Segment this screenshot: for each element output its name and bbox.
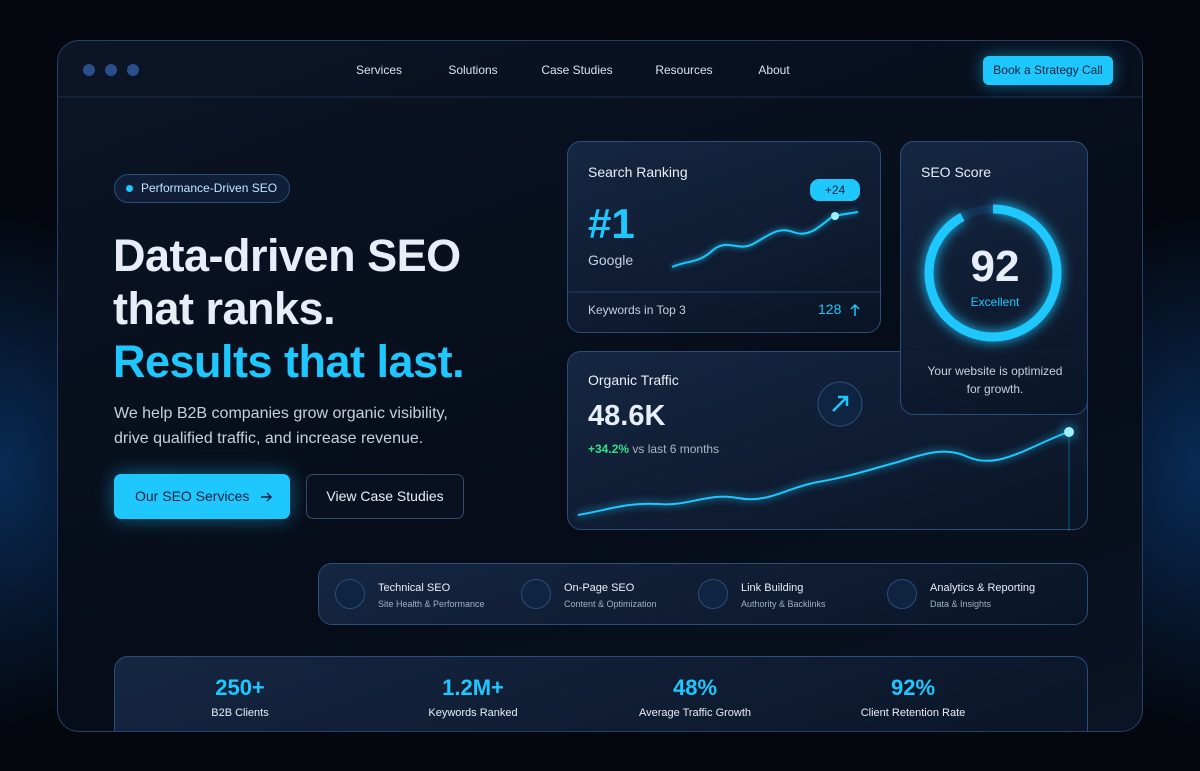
service-name: On-Page SEO bbox=[564, 582, 635, 594]
window-dot bbox=[83, 64, 95, 76]
score-card: SEO Score 92 Excellent Your website is o… bbox=[900, 141, 1088, 415]
title-line: that ranks. bbox=[113, 283, 336, 334]
change-value: +34.2% bbox=[588, 442, 630, 456]
service-name: Technical SEO bbox=[378, 582, 451, 594]
trend-icon bbox=[832, 395, 849, 412]
ranking-sparkline bbox=[568, 211, 882, 316]
stat-label: Client Retention Rate bbox=[860, 707, 966, 719]
stat-value: 1.2M+ bbox=[442, 675, 504, 700]
traffic-sparkline bbox=[577, 381, 1074, 531]
stat-value: 92% bbox=[890, 675, 936, 700]
hero-badge: Performance-Driven SEO bbox=[114, 174, 291, 203]
service-sub: Site Health & Performance bbox=[378, 599, 485, 609]
badge-dot bbox=[126, 185, 133, 192]
badge-text: Performance-Driven SEO bbox=[141, 181, 278, 195]
cta-button[interactable]: Book a Strategy Call bbox=[983, 56, 1113, 85]
nav-link[interactable]: Services bbox=[355, 63, 403, 77]
traffic-line bbox=[577, 431, 1069, 516]
nav-link[interactable]: About bbox=[758, 63, 790, 77]
card-title: Organic Traffic bbox=[588, 372, 679, 388]
card-title: Search Ranking bbox=[588, 164, 688, 180]
service-sub: Data & Insights bbox=[930, 599, 992, 609]
stat: 48% Average Traffic Growth bbox=[570, 675, 820, 719]
hero-title: Data-driven SEO that ranks. Results that… bbox=[113, 229, 465, 388]
window-dot bbox=[127, 64, 139, 76]
button-label: Our SEO Services bbox=[135, 488, 250, 504]
nav-link[interactable]: Case Studies bbox=[541, 63, 613, 77]
footer-label: Keywords in Top 3 bbox=[588, 303, 686, 317]
service-sub: Content & Optimization bbox=[564, 599, 657, 609]
rank-value: #1 bbox=[588, 200, 635, 247]
hero-description: We help B2B companies grow organic visib… bbox=[114, 405, 448, 447]
secondary-button[interactable]: View Case Studies bbox=[306, 474, 464, 519]
up-arrow bbox=[850, 303, 860, 316]
stats-bar: 250+ B2B Clients 1.2M+ Keywords Ranked 48%… bbox=[114, 656, 1088, 731]
score-caption: Your website is optimized for growth. bbox=[927, 364, 1063, 396]
marker-dot bbox=[831, 212, 839, 220]
score-rating: Excellent bbox=[970, 295, 1020, 309]
stat-value: 250+ bbox=[215, 675, 265, 700]
services-strip: Technical SEO Site Health & Performance O… bbox=[318, 563, 1088, 625]
stat-label: Average Traffic Growth bbox=[638, 707, 752, 719]
marker-dot bbox=[1064, 427, 1074, 437]
service-name: Analytics & Reporting bbox=[930, 582, 1036, 594]
window-dot bbox=[105, 64, 117, 76]
change-period: vs last 6 months bbox=[632, 442, 720, 456]
service-name: Link Building bbox=[741, 582, 804, 594]
title-line: Data-driven SEO bbox=[113, 230, 461, 281]
decor bbox=[58, 64, 1142, 98]
nav-link[interactable]: Resources bbox=[655, 63, 713, 77]
stat: 1.2M+ Keywords Ranked bbox=[348, 675, 598, 719]
title-highlight: Results that last. bbox=[113, 336, 465, 387]
stat-label: Keywords Ranked bbox=[428, 707, 518, 719]
traffic-value: 48.6K bbox=[588, 400, 666, 432]
traffic-change: +34.2% vs last 6 months bbox=[588, 442, 719, 456]
primary-button[interactable]: Our SEO Services bbox=[114, 474, 290, 519]
nav-link[interactable]: Solutions bbox=[448, 63, 498, 77]
score-value: 92 bbox=[970, 242, 1020, 291]
traffic-card: Organic Traffic 48.6K +34.2% vs last 6 m… bbox=[567, 351, 1088, 531]
search-engine: Google bbox=[588, 252, 634, 268]
stat: 250+ B2B Clients bbox=[115, 675, 365, 719]
stat-value: 48% bbox=[672, 675, 718, 700]
stat-label: B2B Clients bbox=[211, 707, 269, 719]
card-title: SEO Score bbox=[921, 164, 992, 180]
service-sub: Authority & Backlinks bbox=[741, 599, 826, 609]
ranking-line bbox=[671, 211, 859, 268]
rank-change-badge: +24 bbox=[810, 179, 860, 201]
footer-value: 128 bbox=[818, 301, 842, 317]
app-frame: Services Solutions Case Studies Resource… bbox=[57, 40, 1143, 732]
stat: 92% Client Retention Rate bbox=[788, 675, 1038, 719]
score-ring bbox=[924, 204, 1062, 342]
ring-arc bbox=[924, 204, 1062, 342]
arrow-icon bbox=[261, 492, 272, 502]
ranking-card: Search Ranking #1 Google +24 Keywords in… bbox=[567, 141, 882, 333]
